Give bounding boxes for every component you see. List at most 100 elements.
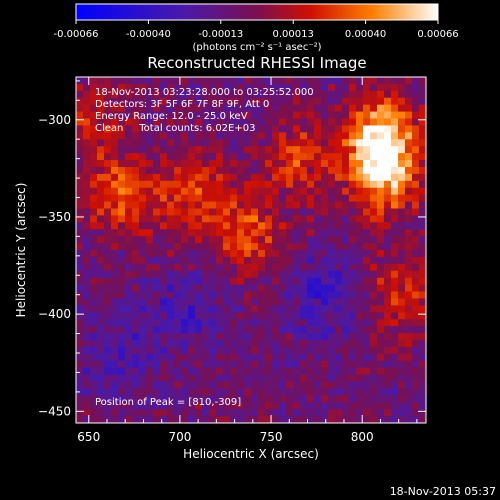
heatmap-cell xyxy=(230,374,238,382)
heatmap-cell xyxy=(391,166,399,175)
heatmap-cell xyxy=(314,118,322,126)
heatmap-cell xyxy=(202,402,210,410)
heatmap-cell xyxy=(286,409,294,417)
heatmap-cell xyxy=(132,187,140,196)
heatmap-cell xyxy=(160,153,168,161)
heatmap-cell xyxy=(160,201,168,209)
heatmap-cell xyxy=(398,104,406,112)
heatmap-cell xyxy=(202,97,210,106)
heatmap-cell xyxy=(321,402,329,410)
heatmap-cell xyxy=(251,416,259,423)
x-tick-label: 750 xyxy=(260,430,283,444)
heatmap-cell xyxy=(188,298,196,306)
heatmap-cell xyxy=(342,360,350,369)
heatmap-cell xyxy=(251,194,259,202)
heatmap-cell xyxy=(335,201,343,209)
heatmap-cell xyxy=(328,132,336,140)
heatmap-cell xyxy=(384,395,392,403)
heatmap-cell xyxy=(335,284,343,292)
heatmap-cell xyxy=(97,312,105,320)
heatmap-cell xyxy=(139,367,147,375)
heatmap-cell xyxy=(279,250,287,258)
heatmap-cell xyxy=(349,180,357,189)
heatmap-cell xyxy=(342,395,350,403)
heatmap-cell xyxy=(300,125,308,133)
heatmap-cell xyxy=(419,374,426,382)
heatmap-cell xyxy=(258,104,266,112)
heatmap-cell xyxy=(342,97,350,106)
heatmap-cell xyxy=(356,360,364,369)
heatmap-cell xyxy=(314,353,322,362)
heatmap-cell xyxy=(132,374,140,382)
heatmap-cell xyxy=(244,326,252,334)
heatmap-cell xyxy=(83,77,91,85)
heatmap-cell xyxy=(293,312,301,320)
heatmap-cell xyxy=(111,125,119,133)
heatmap-cell xyxy=(258,125,266,133)
heatmap-cell xyxy=(153,139,161,147)
heatmap-cell xyxy=(125,180,133,189)
heatmap-cell xyxy=(125,339,133,348)
heatmap-cell xyxy=(307,215,315,223)
heatmap-cell xyxy=(174,146,182,154)
heatmap-cell xyxy=(258,173,266,182)
heatmap-cell xyxy=(370,166,378,175)
heatmap-cell xyxy=(384,256,392,265)
heatmap-cell xyxy=(223,187,231,196)
heatmap-cell xyxy=(307,395,315,403)
heatmap-cell xyxy=(244,97,252,106)
heatmap-cell xyxy=(405,236,413,244)
heatmap-cell xyxy=(216,319,224,327)
heatmap-cell xyxy=(293,381,301,389)
heatmap-cell xyxy=(251,111,259,119)
heatmap-cell xyxy=(398,339,406,348)
heatmap-cell xyxy=(104,360,112,369)
heatmap-cell xyxy=(223,201,231,209)
heatmap-cell xyxy=(391,416,399,423)
heatmap-cell xyxy=(104,118,112,126)
heatmap-cell xyxy=(167,305,175,313)
heatmap-cell xyxy=(384,139,392,147)
heatmap-cell xyxy=(307,229,315,237)
heatmap-cell xyxy=(328,160,336,168)
heatmap-cell xyxy=(237,367,245,375)
heatmap-cell xyxy=(286,215,294,223)
heatmap-cell xyxy=(391,173,399,182)
heatmap-cell xyxy=(412,166,420,175)
heatmap-cell xyxy=(370,256,378,265)
heatmap-cell xyxy=(76,215,84,223)
heatmap-cell xyxy=(90,339,98,348)
heatmap-cell xyxy=(174,215,182,223)
heatmap-cell xyxy=(230,388,238,396)
heatmap-cell xyxy=(335,395,343,403)
heatmap-cell xyxy=(300,173,308,182)
heatmap-cell xyxy=(314,215,322,223)
heatmap-cell xyxy=(251,402,259,410)
heatmap-cell xyxy=(328,298,336,306)
heatmap-cell xyxy=(328,125,336,133)
heatmap-cell xyxy=(335,97,343,106)
heatmap-cell xyxy=(328,374,336,382)
heatmap-cell xyxy=(118,333,126,341)
heatmap-cell xyxy=(125,346,133,355)
heatmap-cell xyxy=(293,229,301,237)
heatmap-cell xyxy=(272,353,280,362)
heatmap-cell xyxy=(202,83,210,92)
heatmap-cell xyxy=(223,270,231,279)
heatmap-cell xyxy=(412,367,420,375)
heatmap-cell xyxy=(160,256,168,265)
heatmap-cell xyxy=(167,77,175,85)
heatmap-cell xyxy=(279,104,287,112)
heatmap-cell xyxy=(286,388,294,396)
heatmap-cell xyxy=(188,139,196,147)
heatmap-cell xyxy=(412,229,420,237)
heatmap-cell xyxy=(265,339,273,348)
heatmap-cell xyxy=(251,180,259,189)
heatmap-cell xyxy=(139,97,147,106)
heatmap-cell xyxy=(160,326,168,334)
heatmap-cell xyxy=(342,194,350,202)
heatmap-cell xyxy=(174,77,182,85)
heatmap-cell xyxy=(104,111,112,119)
heatmap-cell xyxy=(258,208,266,216)
heatmap-cell xyxy=(174,180,182,189)
